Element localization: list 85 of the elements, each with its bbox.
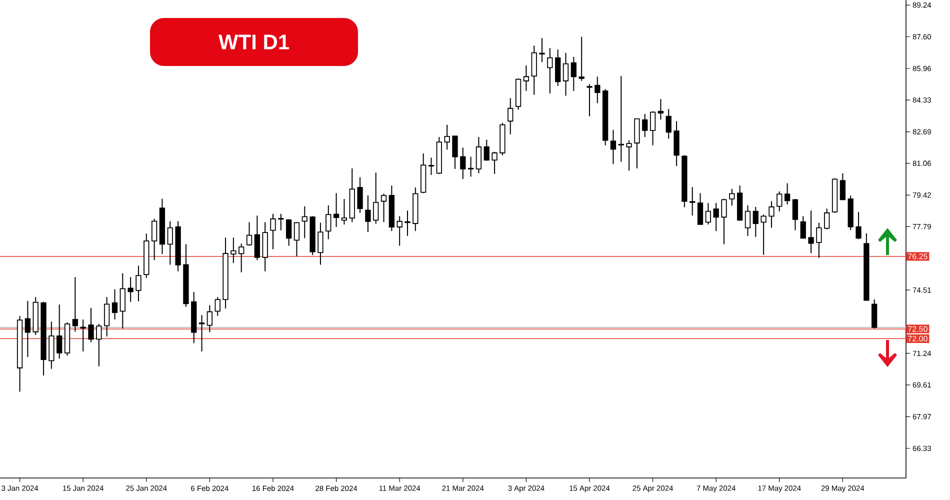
candlestick	[824, 208, 830, 230]
candlestick	[318, 222, 324, 266]
candlestick	[508, 98, 514, 135]
candlestick	[539, 38, 545, 63]
candlestick	[626, 140, 632, 172]
candlestick	[104, 296, 110, 338]
candlestick	[214, 296, 220, 316]
candlestick	[658, 98, 664, 120]
candlestick	[562, 52, 569, 96]
candlestick	[618, 76, 624, 162]
candlestick	[246, 222, 252, 246]
candlestick	[357, 176, 363, 214]
candlestick	[460, 147, 466, 180]
candlestick	[198, 314, 205, 352]
candlestick	[642, 113, 648, 138]
candlestick	[128, 276, 134, 302]
candlestick	[476, 136, 482, 174]
candlestick	[840, 172, 846, 200]
candlestick	[856, 211, 862, 240]
candlestick	[238, 243, 244, 273]
candlestick	[784, 182, 790, 206]
candlestick	[744, 204, 751, 236]
candlestick	[136, 265, 142, 302]
text: WTI D1	[218, 34, 289, 50]
candlestick	[768, 200, 774, 228]
candlestick	[230, 237, 236, 264]
candlestick	[594, 76, 600, 104]
candlestick	[72, 276, 78, 332]
candlestick	[302, 206, 308, 239]
candlestick	[373, 172, 379, 224]
candlestick	[752, 206, 758, 238]
candlestick	[404, 210, 410, 236]
candlestick	[167, 220, 173, 266]
candlestick	[570, 56, 576, 92]
candlestick	[96, 323, 102, 367]
candlestick	[333, 192, 340, 228]
candlestick	[808, 210, 814, 254]
candlestick	[396, 216, 402, 246]
candlestick	[705, 202, 712, 225]
candlestick	[800, 216, 806, 239]
candlestick	[578, 36, 584, 82]
candlestick	[428, 157, 434, 176]
candlestick	[760, 214, 766, 256]
candlestick	[776, 190, 782, 212]
candlestick	[326, 204, 332, 240]
candlestick	[88, 307, 94, 343]
candlestick	[270, 213, 276, 250]
candlestick	[610, 129, 616, 165]
candlestick	[872, 298, 878, 329]
ref-line-label: 72.00	[908, 336, 928, 342]
candlestick	[278, 213, 284, 231]
candlestick	[666, 108, 672, 140]
candlestick	[492, 151, 498, 174]
ref-line-label: 72.50	[908, 326, 928, 332]
candlestick	[56, 304, 62, 360]
candlestick	[816, 222, 822, 258]
candlestick	[523, 64, 530, 92]
candlestick	[294, 222, 300, 257]
candlestick	[650, 110, 656, 146]
candlestick	[254, 215, 260, 261]
candlestick	[547, 47, 553, 94]
candlestick	[555, 49, 561, 86]
ref-line-label: 76.25	[908, 254, 928, 260]
candlestick	[729, 188, 735, 206]
candlestick	[531, 45, 537, 96]
candlestick	[468, 156, 474, 178]
candlestick	[444, 124, 450, 150]
candlestick	[452, 136, 458, 170]
candlestick	[690, 186, 696, 216]
candlestick	[341, 198, 348, 225]
candlestick	[792, 198, 798, 231]
candlestick	[112, 288, 118, 320]
candlestick	[697, 192, 704, 225]
candlestick	[80, 318, 86, 352]
candlestick	[206, 304, 213, 333]
candlestick	[713, 202, 719, 232]
candlestick	[586, 84, 592, 117]
candlestick	[24, 300, 31, 358]
candlestick	[380, 193, 387, 223]
candlestick	[120, 272, 126, 329]
candlestick	[286, 219, 292, 246]
candlestick	[484, 139, 490, 162]
candlestick	[721, 198, 727, 245]
candlestick	[151, 218, 158, 261]
candlestick	[365, 194, 371, 233]
